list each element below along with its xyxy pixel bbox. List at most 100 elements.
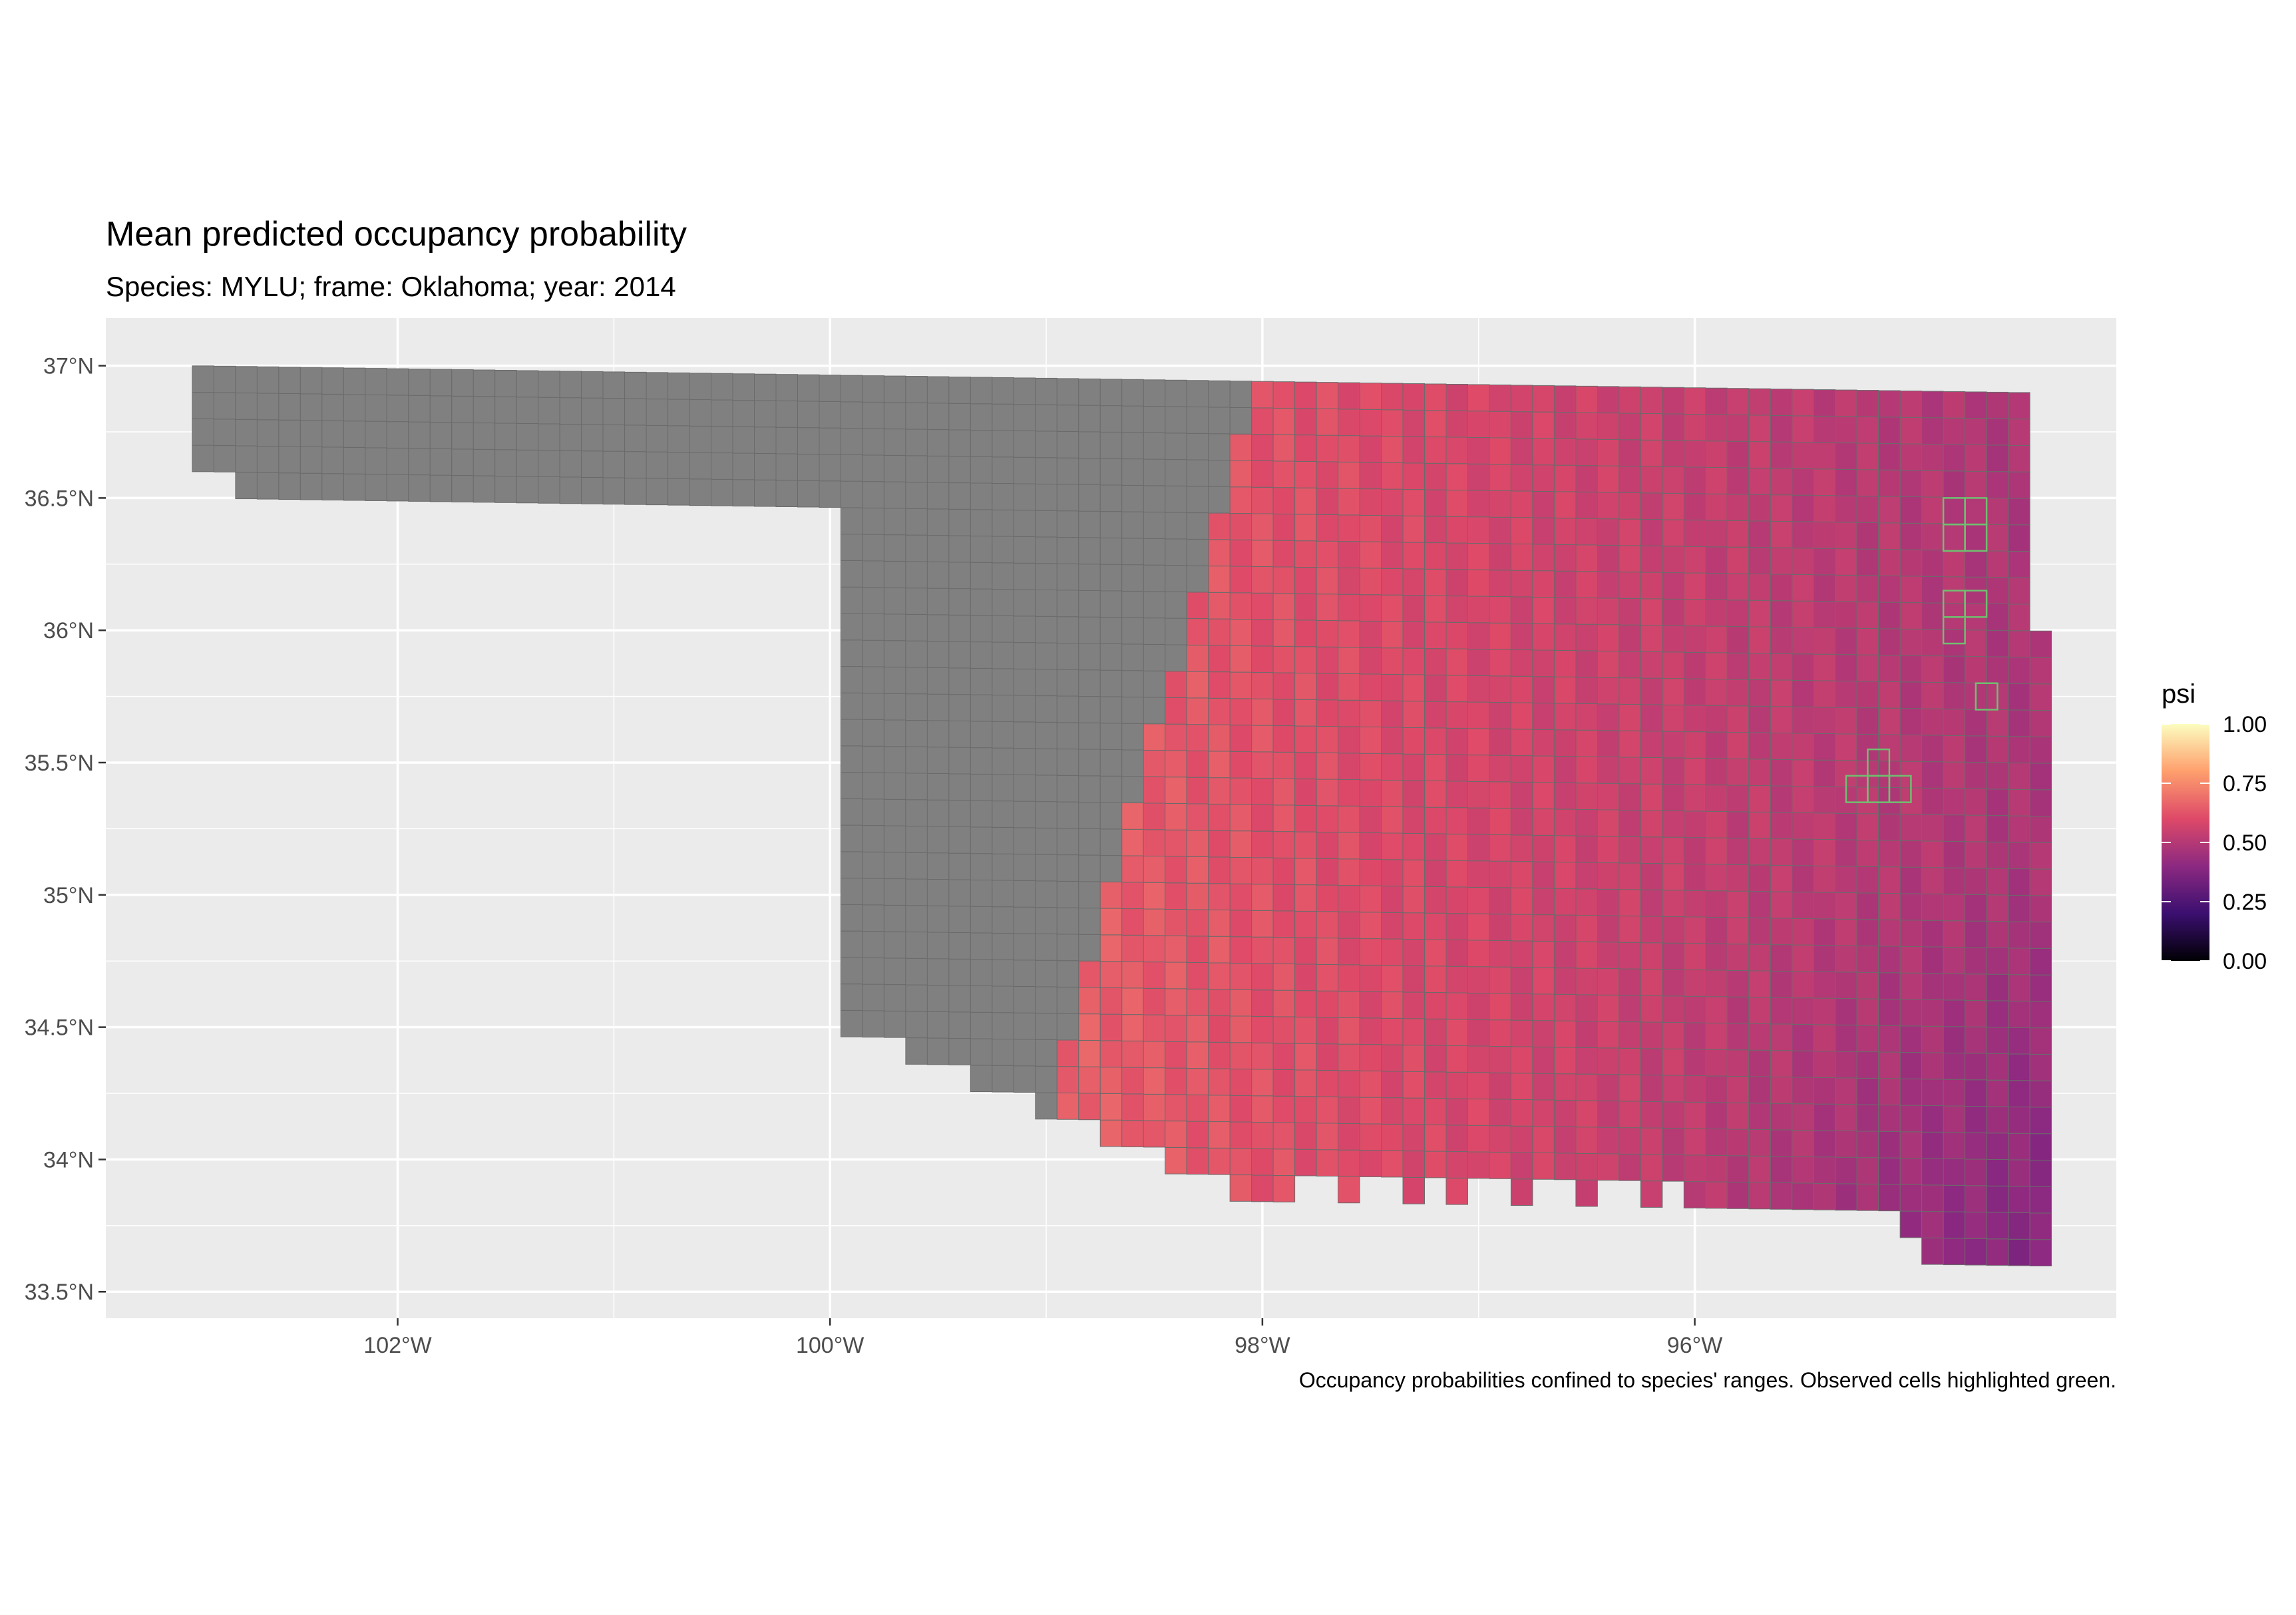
- grid-cell: [1165, 988, 1187, 1016]
- grid-cell: [1013, 562, 1036, 590]
- grid-cell: [1899, 628, 1923, 656]
- grid-cell: [213, 419, 236, 447]
- grid-cell: [1899, 814, 1923, 841]
- grid-cell: [1748, 520, 1771, 548]
- grid-cell: [1489, 437, 1511, 465]
- grid-cell: [1986, 841, 2009, 869]
- grid-cell: [1726, 705, 1750, 733]
- grid-cell: [1770, 415, 1793, 443]
- grid-cell: [1272, 1175, 1296, 1202]
- grid-cell: [1424, 1071, 1447, 1099]
- grid-cell: [1143, 1067, 1166, 1095]
- grid-cell: [1813, 733, 1836, 761]
- grid-cell: [711, 426, 733, 454]
- grid-cell: [1338, 938, 1360, 966]
- grid-cell: [862, 904, 884, 932]
- grid-cell: [1467, 543, 1490, 570]
- grid-cell: [1619, 757, 1641, 785]
- grid-cell: [1856, 866, 1879, 894]
- grid-cell: [1510, 1178, 1533, 1206]
- grid-cell: [1553, 438, 1577, 466]
- grid-cell: [1424, 1124, 1447, 1152]
- grid-cell: [1553, 570, 1577, 598]
- grid-cell: [1445, 781, 1468, 808]
- grid-cell: [1165, 962, 1187, 989]
- grid-cell: [1445, 727, 1468, 755]
- grid-cell: [1143, 512, 1166, 539]
- grid-cell: [256, 472, 280, 500]
- grid-cell: [970, 694, 993, 722]
- grid-cell: [538, 370, 560, 398]
- grid-cell: [1619, 995, 1641, 1023]
- grid-cell: [1986, 418, 2009, 446]
- grid-cell: [1705, 414, 1728, 442]
- grid-cell: [1143, 935, 1166, 963]
- grid-cell: [1424, 939, 1447, 967]
- grid-cell: [1835, 443, 1857, 470]
- grid-cell: [1619, 466, 1641, 493]
- grid-cell: [1143, 1041, 1166, 1069]
- grid-cell: [1208, 460, 1231, 487]
- grid-cell: [1532, 1126, 1555, 1153]
- grid-cell: [1272, 751, 1296, 779]
- grid-cell: [1294, 620, 1317, 647]
- grid-cell: [1986, 1027, 2009, 1054]
- grid-cell: [1748, 785, 1771, 812]
- grid-cell: [1575, 677, 1598, 704]
- grid-cell: [926, 879, 950, 906]
- grid-cell: [1640, 704, 1663, 732]
- grid-cell: [1208, 777, 1231, 805]
- grid-cell: [624, 425, 647, 452]
- grid-cell: [1035, 1092, 1057, 1120]
- grid-cell: [1251, 407, 1274, 435]
- grid-cell: [1986, 1106, 2009, 1134]
- grid-cell: [1899, 920, 1923, 948]
- grid-cell: [1467, 649, 1490, 676]
- grid-cell: [1965, 841, 1987, 869]
- grid-cell: [1748, 811, 1771, 839]
- grid-cell: [1035, 748, 1057, 776]
- grid-cell: [819, 375, 841, 402]
- grid-cell: [1835, 945, 1857, 973]
- grid-cell: [1359, 964, 1382, 992]
- grid-cell: [1013, 695, 1036, 723]
- grid-cell: [668, 425, 690, 453]
- grid-cell: [1294, 937, 1317, 965]
- grid-cell: [905, 1011, 928, 1039]
- grid-cell: [1532, 385, 1555, 413]
- grid-cell: [1813, 627, 1836, 655]
- grid-cell: [1683, 1101, 1706, 1129]
- grid-cell: [1445, 913, 1468, 940]
- grid-cell: [1208, 1095, 1231, 1123]
- grid-cell: [1792, 997, 1814, 1025]
- grid-cell: [1229, 619, 1252, 646]
- grid-cell: [1575, 439, 1598, 466]
- grid-cell: [1640, 466, 1663, 494]
- grid-cell: [1338, 1070, 1360, 1098]
- grid-cell: [1726, 494, 1750, 521]
- grid-cell: [1251, 434, 1274, 461]
- grid-cell: [192, 418, 214, 446]
- grid-cell: [1792, 1182, 1814, 1210]
- grid-cell: [1986, 762, 2009, 790]
- grid-cell: [1294, 725, 1317, 753]
- grid-cell: [1510, 623, 1533, 651]
- grid-cell: [732, 479, 755, 507]
- grid-cell: [1532, 940, 1555, 968]
- grid-cell: [1143, 697, 1166, 725]
- grid-cell: [1856, 443, 1879, 470]
- grid-cell: [1619, 598, 1641, 626]
- grid-cell: [1338, 461, 1360, 489]
- grid-cell: [1683, 1049, 1706, 1077]
- grid-cell: [840, 957, 863, 985]
- grid-cell: [948, 429, 971, 457]
- grid-cell: [1186, 1121, 1209, 1149]
- grid-cell: [840, 586, 863, 614]
- grid-cell: [2029, 736, 2052, 764]
- grid-cell: [1640, 439, 1663, 467]
- grid-cell: [1856, 654, 1879, 682]
- grid-cell: [1662, 810, 1684, 838]
- grid-cell: [1532, 544, 1555, 572]
- grid-cell: [1965, 947, 1987, 975]
- grid-cell: [1683, 678, 1706, 706]
